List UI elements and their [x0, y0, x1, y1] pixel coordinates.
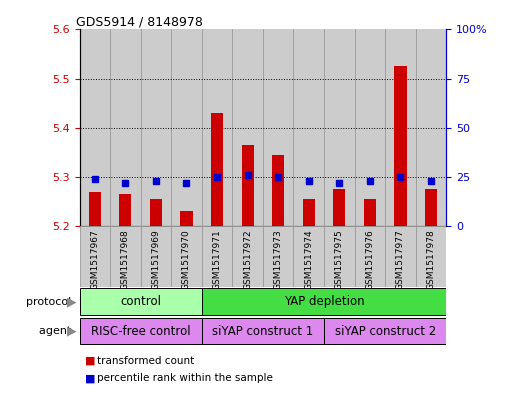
- Text: GDS5914 / 8148978: GDS5914 / 8148978: [76, 15, 203, 28]
- Text: GSM1517975: GSM1517975: [335, 229, 344, 290]
- FancyBboxPatch shape: [263, 226, 293, 287]
- Text: ▶: ▶: [67, 295, 77, 308]
- FancyBboxPatch shape: [80, 318, 202, 344]
- Bar: [333, 189, 345, 226]
- Bar: [293, 29, 324, 226]
- Bar: [354, 29, 385, 226]
- Bar: [141, 29, 171, 226]
- Text: ■: ■: [85, 356, 95, 366]
- FancyBboxPatch shape: [202, 226, 232, 287]
- Bar: [211, 113, 223, 226]
- Bar: [119, 194, 131, 226]
- Text: GSM1517971: GSM1517971: [212, 229, 222, 290]
- FancyBboxPatch shape: [80, 288, 202, 315]
- FancyBboxPatch shape: [202, 288, 446, 315]
- Bar: [416, 29, 446, 226]
- Text: GSM1517967: GSM1517967: [90, 229, 100, 290]
- Bar: [150, 199, 162, 226]
- Bar: [364, 199, 376, 226]
- Bar: [89, 192, 101, 226]
- Bar: [303, 199, 315, 226]
- Bar: [272, 155, 284, 226]
- Bar: [110, 29, 141, 226]
- Bar: [242, 145, 254, 226]
- Text: ▶: ▶: [67, 325, 77, 338]
- Bar: [181, 211, 192, 226]
- Text: GSM1517968: GSM1517968: [121, 229, 130, 290]
- FancyBboxPatch shape: [324, 318, 446, 344]
- FancyBboxPatch shape: [324, 226, 354, 287]
- Text: protocol: protocol: [26, 297, 74, 307]
- Bar: [324, 29, 354, 226]
- Text: siYAP construct 1: siYAP construct 1: [212, 325, 313, 338]
- Text: transformed count: transformed count: [97, 356, 195, 366]
- Bar: [232, 29, 263, 226]
- FancyBboxPatch shape: [171, 226, 202, 287]
- Text: GSM1517974: GSM1517974: [304, 229, 313, 290]
- Text: YAP depletion: YAP depletion: [284, 295, 364, 308]
- Text: GSM1517973: GSM1517973: [274, 229, 283, 290]
- FancyBboxPatch shape: [232, 226, 263, 287]
- Text: GSM1517976: GSM1517976: [365, 229, 374, 290]
- FancyBboxPatch shape: [110, 226, 141, 287]
- Bar: [171, 29, 202, 226]
- FancyBboxPatch shape: [354, 226, 385, 287]
- FancyBboxPatch shape: [141, 226, 171, 287]
- Text: GSM1517977: GSM1517977: [396, 229, 405, 290]
- Text: ■: ■: [85, 373, 95, 383]
- Text: GSM1517970: GSM1517970: [182, 229, 191, 290]
- Text: GSM1517972: GSM1517972: [243, 229, 252, 290]
- Text: agent: agent: [38, 326, 74, 336]
- FancyBboxPatch shape: [202, 318, 324, 344]
- FancyBboxPatch shape: [416, 226, 446, 287]
- Text: control: control: [120, 295, 161, 308]
- Bar: [425, 189, 437, 226]
- Bar: [80, 29, 110, 226]
- FancyBboxPatch shape: [293, 226, 324, 287]
- Text: RISC-free control: RISC-free control: [91, 325, 190, 338]
- Text: percentile rank within the sample: percentile rank within the sample: [97, 373, 273, 383]
- FancyBboxPatch shape: [385, 226, 416, 287]
- Text: GSM1517978: GSM1517978: [426, 229, 436, 290]
- Bar: [385, 29, 416, 226]
- Text: GSM1517969: GSM1517969: [151, 229, 161, 290]
- FancyBboxPatch shape: [80, 226, 110, 287]
- Bar: [202, 29, 232, 226]
- Bar: [394, 66, 407, 226]
- Bar: [263, 29, 293, 226]
- Text: siYAP construct 2: siYAP construct 2: [334, 325, 436, 338]
